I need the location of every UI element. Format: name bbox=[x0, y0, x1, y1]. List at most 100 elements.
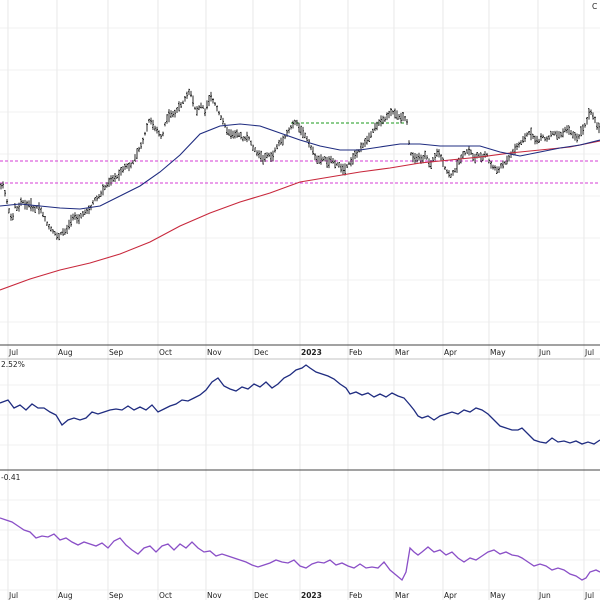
price-bar bbox=[442, 157, 444, 168]
price-bar bbox=[390, 108, 392, 117]
price-bar bbox=[406, 119, 408, 125]
price-bar bbox=[530, 127, 532, 141]
price-bar bbox=[232, 130, 234, 139]
price-bar bbox=[382, 115, 384, 125]
price-bar bbox=[0, 182, 2, 190]
price-bar bbox=[350, 157, 352, 167]
month-tick-label-bottom: Apr bbox=[444, 591, 458, 600]
price-bar bbox=[454, 168, 456, 173]
price-bar bbox=[144, 131, 146, 136]
price-bar bbox=[112, 175, 114, 182]
price-bar bbox=[448, 170, 450, 178]
price-bar bbox=[554, 130, 556, 136]
price-bar bbox=[334, 159, 336, 169]
price-bar bbox=[452, 169, 454, 176]
price-bar bbox=[44, 216, 46, 222]
price-bar bbox=[416, 153, 418, 163]
price-bar bbox=[10, 213, 12, 221]
price-bar bbox=[584, 123, 586, 128]
price-bar bbox=[594, 116, 596, 124]
price-bar bbox=[32, 205, 34, 212]
price-bar bbox=[180, 101, 182, 108]
price-bar bbox=[198, 105, 200, 111]
price-bar bbox=[68, 219, 70, 230]
price-bar bbox=[166, 114, 168, 124]
price-bar bbox=[362, 142, 364, 149]
price-bar bbox=[214, 102, 216, 106]
price-bar bbox=[138, 146, 140, 153]
price-bar bbox=[170, 110, 172, 118]
price-bar bbox=[238, 132, 240, 138]
indicator-value-label: -0.41 bbox=[1, 473, 21, 482]
price-bar bbox=[280, 137, 282, 145]
price-bar bbox=[546, 136, 548, 142]
price-bar bbox=[344, 163, 346, 176]
month-tick-label-bottom: Feb bbox=[349, 591, 363, 600]
price-bar bbox=[496, 166, 498, 174]
price-bar bbox=[320, 154, 322, 165]
price-bar bbox=[126, 163, 128, 169]
price-bar bbox=[50, 226, 52, 232]
price-bar bbox=[282, 135, 284, 146]
price-bar bbox=[164, 122, 166, 127]
price-bar bbox=[450, 173, 452, 178]
price-bar bbox=[258, 150, 260, 159]
price-bar bbox=[428, 158, 430, 168]
price-bar bbox=[200, 102, 202, 109]
price-bar bbox=[134, 154, 136, 162]
rs-line bbox=[0, 364, 600, 445]
price-bar bbox=[524, 133, 526, 143]
price-bar bbox=[4, 189, 6, 197]
price-bar bbox=[12, 213, 14, 221]
price-bar bbox=[312, 146, 314, 155]
month-tick-label: Sep bbox=[109, 348, 123, 357]
price-bar bbox=[332, 158, 334, 164]
price-bar bbox=[520, 140, 522, 145]
price-bar bbox=[466, 149, 468, 154]
price-bar bbox=[114, 172, 116, 183]
axis-labels: Jul Aug Sep Oct Nov Dec 2023 Feb Mar Apr May Jun Jul… bbox=[8, 2, 597, 600]
price-bar bbox=[526, 132, 528, 137]
price-bar bbox=[182, 100, 184, 104]
price-bar bbox=[570, 129, 572, 136]
price-bar bbox=[564, 126, 566, 133]
price-bar bbox=[388, 110, 390, 119]
month-tick-label: Mar bbox=[395, 348, 410, 357]
price-bar bbox=[252, 144, 254, 151]
price-bar bbox=[250, 140, 252, 146]
price-bar bbox=[588, 108, 590, 120]
price-bar bbox=[218, 110, 220, 116]
price-bar bbox=[346, 164, 348, 168]
price-bar bbox=[482, 153, 484, 161]
price-bar bbox=[278, 139, 280, 147]
price-bar bbox=[52, 229, 54, 234]
price-bar bbox=[556, 130, 558, 140]
price-bar bbox=[142, 137, 144, 145]
price-bar bbox=[276, 143, 278, 150]
price-bar bbox=[266, 152, 268, 159]
month-tick-label-bottom: Jul bbox=[8, 591, 18, 600]
price-bar bbox=[318, 155, 320, 164]
price-bar bbox=[578, 133, 580, 140]
price-bar bbox=[572, 131, 574, 139]
price-bar bbox=[494, 165, 496, 171]
price-bar bbox=[194, 106, 196, 110]
price-bar bbox=[500, 162, 502, 169]
price-bar bbox=[528, 131, 530, 136]
price-bar bbox=[74, 212, 76, 220]
price-bar bbox=[592, 112, 594, 120]
price-bar bbox=[234, 130, 236, 139]
price-bar bbox=[274, 147, 276, 153]
price-bar bbox=[446, 169, 448, 174]
month-tick-label-bottom: Mar bbox=[395, 591, 410, 600]
price-bar bbox=[508, 155, 510, 162]
price-bar bbox=[72, 213, 74, 221]
price-bar bbox=[206, 100, 208, 110]
price-bar bbox=[78, 214, 80, 225]
price-bar bbox=[124, 163, 126, 170]
price-bar bbox=[424, 150, 426, 160]
price-bar bbox=[576, 133, 578, 143]
price-bar bbox=[534, 135, 536, 145]
month-tick-label: Oct bbox=[159, 348, 172, 357]
